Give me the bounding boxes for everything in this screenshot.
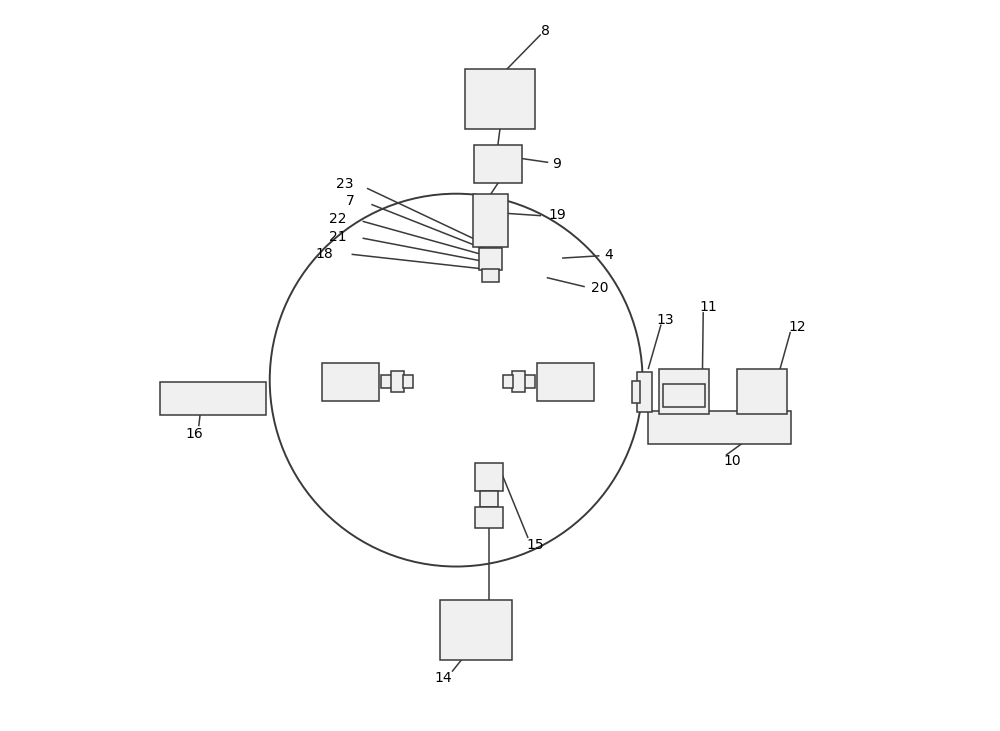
Text: 16: 16 (186, 427, 203, 442)
Bar (482, 269, 499, 282)
Bar (381, 375, 395, 388)
Bar (648, 412, 791, 444)
Bar (160, 382, 266, 415)
Text: 10: 10 (724, 454, 741, 469)
Bar (637, 371, 652, 412)
Bar (322, 363, 379, 401)
Text: 22: 22 (329, 212, 346, 227)
Text: 8: 8 (541, 23, 550, 38)
Bar (632, 381, 640, 403)
Bar (520, 375, 535, 388)
Bar (503, 375, 513, 388)
Bar (737, 369, 787, 414)
Bar (474, 145, 522, 183)
Text: 14: 14 (434, 671, 452, 686)
Bar (475, 507, 503, 528)
Bar (663, 384, 705, 407)
Bar (512, 371, 525, 392)
Bar (403, 375, 413, 388)
Bar (473, 194, 508, 247)
Bar (440, 600, 512, 660)
Bar (479, 248, 502, 270)
Text: 21: 21 (329, 230, 347, 244)
Bar (391, 371, 404, 392)
Text: 23: 23 (336, 177, 353, 192)
Text: 13: 13 (656, 313, 674, 327)
Text: 9: 9 (553, 157, 561, 172)
Bar (475, 463, 503, 491)
Text: 12: 12 (788, 320, 806, 335)
Bar (465, 69, 535, 129)
Text: 4: 4 (604, 248, 613, 262)
Bar (537, 363, 594, 401)
Text: 7: 7 (346, 194, 355, 208)
Text: 15: 15 (526, 537, 544, 552)
Text: 18: 18 (316, 247, 333, 262)
Text: 19: 19 (548, 208, 566, 222)
Text: 11: 11 (699, 300, 717, 314)
Text: 20: 20 (591, 281, 608, 295)
Bar (480, 491, 498, 507)
Bar (659, 369, 709, 414)
